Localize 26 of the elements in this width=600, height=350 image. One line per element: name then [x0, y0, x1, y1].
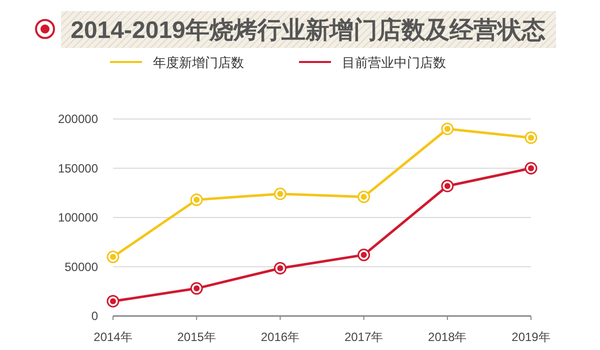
y-tick-label: 100000 — [58, 210, 98, 224]
x-tick-label: 2017年 — [344, 330, 384, 344]
point — [190, 194, 203, 206]
point — [190, 282, 203, 295]
y-tick-label: 0 — [91, 309, 98, 323]
point — [274, 262, 286, 274]
point — [524, 162, 538, 174]
point — [274, 188, 286, 200]
point — [106, 250, 120, 264]
x-tick-label: 2015年 — [177, 330, 216, 344]
point — [358, 248, 370, 262]
y-tick-label: 150000 — [58, 161, 98, 176]
point — [358, 190, 370, 204]
chart-title: 2014-2019年烧烤行业新增门店数及经营状态 — [70, 17, 546, 44]
x-tick-label: 2014年 — [94, 330, 132, 344]
point — [441, 180, 454, 192]
y-tick-label: 200000 — [58, 112, 98, 126]
point — [524, 131, 538, 144]
point — [441, 122, 454, 136]
x-tick-label: 2019年 — [512, 330, 550, 344]
point — [106, 294, 120, 308]
x-tick-label: 2018年 — [428, 330, 467, 344]
legend-label: 年度新增门店数 — [153, 55, 244, 70]
legend-label: 目前营业中门店数 — [342, 55, 446, 70]
y-tick-label: 50000 — [64, 260, 98, 274]
x-tick-label: 2016年 — [260, 330, 300, 344]
